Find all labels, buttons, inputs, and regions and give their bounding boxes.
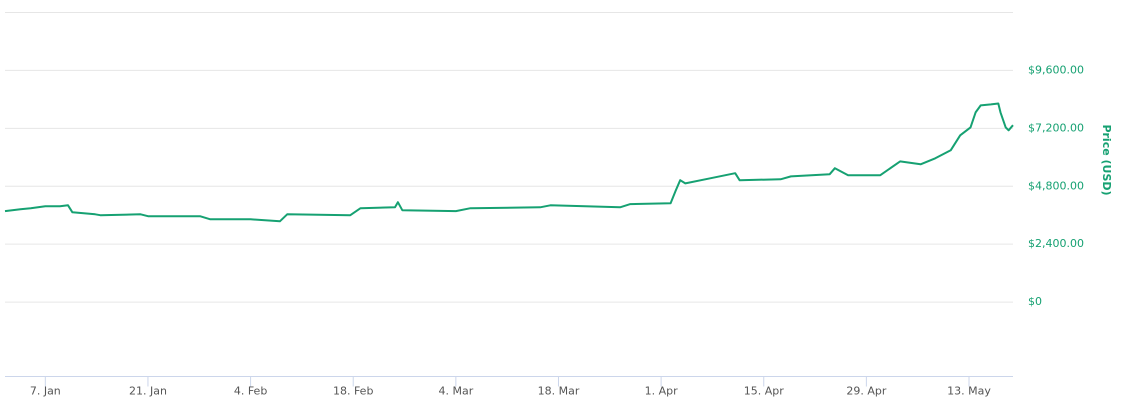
x-tick-label: 29. Apr <box>846 385 886 398</box>
y-tick-label: $7,200.00 <box>1028 121 1084 134</box>
x-tick-label: 15. Apr <box>744 385 784 398</box>
x-tick-label: 4. Feb <box>234 385 267 398</box>
y-tick-label: $2,400.00 <box>1028 237 1084 250</box>
x-tick-label: 1. Apr <box>645 385 678 398</box>
x-tick-label: 18. Mar <box>538 385 580 398</box>
x-tick-label: 21. Jan <box>129 385 167 398</box>
x-tick-label: 7. Jan <box>30 385 61 398</box>
x-tick-label: 4. Mar <box>438 385 473 398</box>
x-tick-label: 18. Feb <box>333 385 373 398</box>
y-tick-label: $0 <box>1028 295 1042 308</box>
y-tick-label: $4,800.00 <box>1028 179 1084 192</box>
y-tick-label: $9,600.00 <box>1028 63 1084 76</box>
x-tick-label: 13. May <box>947 385 991 398</box>
y-axis-title: Price (USD) <box>1100 124 1113 195</box>
price-line <box>4 102 1014 223</box>
